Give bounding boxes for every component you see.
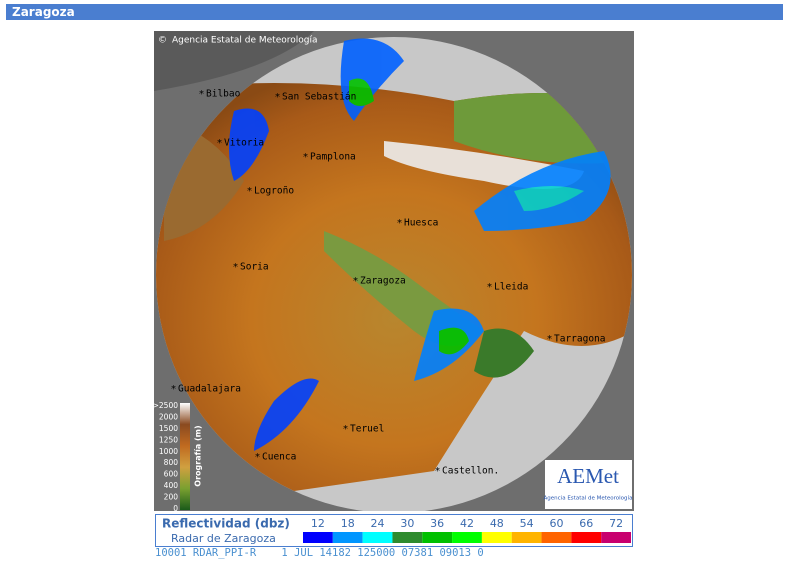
city-marker: * xyxy=(217,138,222,149)
echo xyxy=(514,186,584,211)
city-marker: * xyxy=(247,186,252,197)
level-swatch xyxy=(601,532,631,543)
delta xyxy=(474,328,534,378)
orography-tick: 400 xyxy=(164,481,179,490)
orography-tick: 200 xyxy=(164,493,179,502)
echo xyxy=(439,327,469,355)
orography-tick: 1000 xyxy=(159,447,178,456)
orography-tick: 800 xyxy=(164,458,179,467)
city-marker: * xyxy=(275,92,280,103)
city-label: Tarragona xyxy=(554,334,605,345)
orography-tick: 1250 xyxy=(159,435,178,444)
logo-subtitle: Agencia Estatal de Meteorología xyxy=(544,495,633,502)
city-label: Pamplona xyxy=(310,152,356,163)
echo xyxy=(254,378,319,451)
level-label: 36 xyxy=(430,517,444,530)
title-bar: Zaragoza xyxy=(6,4,783,20)
copyright: Agencia Estatal de Meteorología xyxy=(172,36,318,46)
echoes xyxy=(229,38,611,451)
level-label: 42 xyxy=(460,517,474,530)
city-marker: * xyxy=(233,262,238,273)
level-label: 54 xyxy=(520,517,534,530)
city-label: Bilbao xyxy=(206,89,241,100)
copyright-symbol: © xyxy=(158,36,167,46)
city-marker: * xyxy=(255,452,260,463)
city-label: Huesca xyxy=(404,218,438,229)
city-label: Logroño xyxy=(254,186,294,197)
orography-tick: 1500 xyxy=(159,424,178,433)
city-marker: * xyxy=(199,89,204,100)
orography-label: Orografía (m) xyxy=(194,425,203,486)
city-labels: * Bilbao * San Sebastián* Vitoria* Pamplona* L… xyxy=(171,89,605,478)
city-marker: * xyxy=(171,384,176,395)
orography-tick: >2500 xyxy=(154,401,178,410)
city-label: San Sebastián xyxy=(282,92,356,103)
legend-levels: 12 18 24 30 36 42 48 54 60 66 72 xyxy=(303,517,631,543)
level-label: 72 xyxy=(609,517,623,530)
level-swatch xyxy=(541,532,572,543)
level-label: 48 xyxy=(490,517,504,530)
level-label: 66 xyxy=(579,517,593,530)
level-label: 24 xyxy=(371,517,385,530)
city-label: Vitoria xyxy=(224,138,264,149)
level-label: 18 xyxy=(341,517,355,530)
echo xyxy=(349,78,374,106)
city-label: Guadalajara xyxy=(178,384,241,395)
logo-name: AEMet xyxy=(557,464,619,488)
level-swatch xyxy=(571,532,602,543)
level-swatch xyxy=(511,532,542,543)
level-label: 12 xyxy=(311,517,325,530)
city-marker: * xyxy=(397,218,402,229)
level-swatch xyxy=(481,532,512,543)
orography-bar xyxy=(180,403,190,510)
level-swatch xyxy=(392,532,423,543)
city-marker: * xyxy=(343,424,348,435)
city-label: Zaragoza xyxy=(360,276,406,287)
level-swatch xyxy=(422,532,453,543)
radar-map: © Agencia Estatal de Meteorología * Bilba… xyxy=(154,31,634,511)
level-swatch xyxy=(452,532,482,543)
city-marker: * xyxy=(435,466,440,477)
legend-subtitle: Radar de Zaragoza xyxy=(171,532,276,545)
level-label: 60 xyxy=(549,517,563,530)
city-label: Cuenca xyxy=(262,452,296,463)
city-label: Teruel xyxy=(350,424,384,435)
orography-tick: 2000 xyxy=(159,412,178,421)
status-line: 10001 RDAR_PPI-R 1 JUL 14182 125000 0738… xyxy=(155,547,484,559)
city-marker: * xyxy=(487,282,492,293)
city-label: Soria xyxy=(240,262,269,273)
city-label: Lleida xyxy=(494,282,528,293)
logo-box xyxy=(545,460,632,509)
city-marker: * xyxy=(303,152,308,163)
legend-title: Reflectividad (dbz) xyxy=(162,517,290,531)
orography-tick: 600 xyxy=(164,470,179,479)
outer-sea xyxy=(154,31,314,91)
legend: Reflectividad (dbz) Radar de Zaragoza 12… xyxy=(155,514,633,547)
level-swatch xyxy=(303,532,333,543)
city-marker: * xyxy=(353,276,358,287)
level-label: 30 xyxy=(400,517,414,530)
level-swatch xyxy=(332,532,363,543)
orography-tick: 0 xyxy=(173,504,178,511)
city-label: Castellon. xyxy=(442,466,499,477)
level-swatch xyxy=(362,532,393,543)
echo xyxy=(229,108,269,181)
city-marker: * xyxy=(547,334,552,345)
